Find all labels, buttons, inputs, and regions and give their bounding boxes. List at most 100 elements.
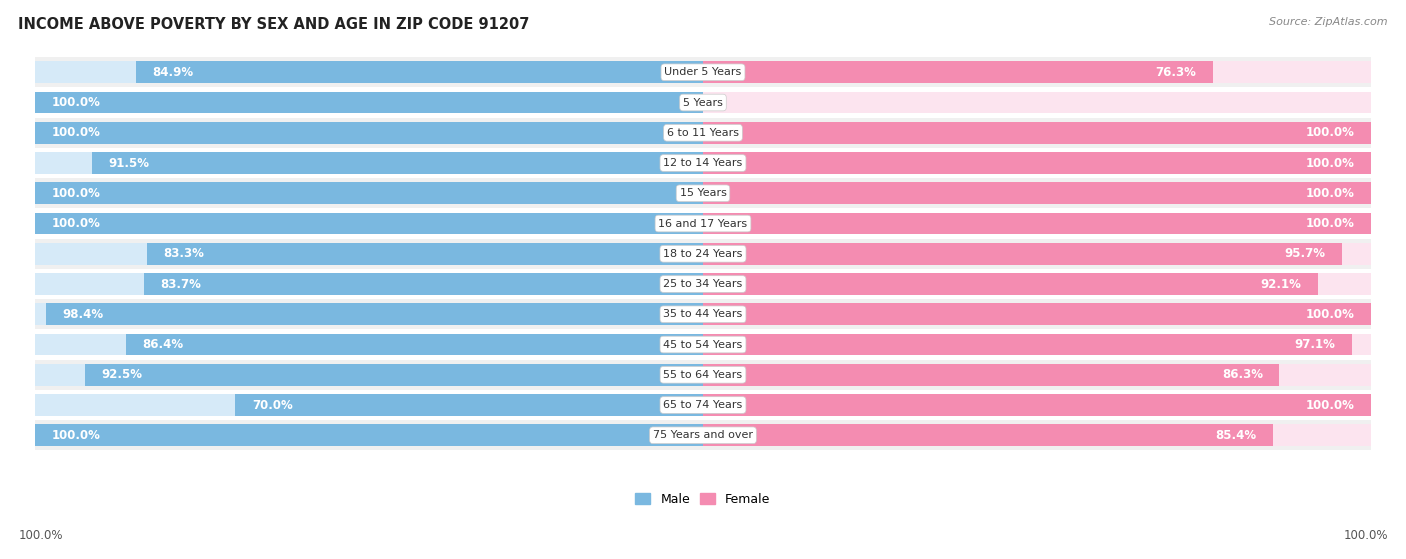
Text: 100.0%: 100.0% [52, 217, 101, 230]
Text: 65 to 74 Years: 65 to 74 Years [664, 400, 742, 410]
Text: 100.0%: 100.0% [52, 187, 101, 200]
Bar [35, 122, 703, 144]
Bar [35, 424, 703, 446]
Bar [703, 424, 1371, 446]
Bar [703, 122, 1371, 144]
Text: 100.0%: 100.0% [1305, 157, 1354, 169]
Bar [703, 152, 1371, 174]
Text: Source: ZipAtlas.com: Source: ZipAtlas.com [1270, 17, 1388, 27]
Text: 12 to 14 Years: 12 to 14 Years [664, 158, 742, 168]
Text: 16 and 17 Years: 16 and 17 Years [658, 219, 748, 229]
Text: 86.3%: 86.3% [1222, 368, 1263, 381]
Bar [35, 92, 703, 113]
Bar [35, 304, 703, 325]
Text: 76.3%: 76.3% [1156, 66, 1197, 79]
Bar [127, 334, 703, 356]
Bar [35, 394, 703, 416]
Text: 95.7%: 95.7% [1285, 247, 1326, 260]
Text: 100.0%: 100.0% [1305, 126, 1354, 139]
Bar [703, 273, 1319, 295]
Bar [35, 420, 1371, 451]
Bar [46, 304, 703, 325]
Bar [35, 87, 1371, 117]
Bar [35, 239, 1371, 269]
Bar [703, 394, 1371, 416]
Text: 35 to 44 Years: 35 to 44 Years [664, 309, 742, 319]
Text: 100.0%: 100.0% [1305, 399, 1354, 411]
Text: 18 to 24 Years: 18 to 24 Years [664, 249, 742, 259]
Bar [35, 148, 1371, 178]
Bar [703, 394, 1371, 416]
Bar [703, 273, 1371, 295]
Bar [35, 269, 1371, 299]
Bar [35, 334, 703, 356]
Bar [35, 152, 703, 174]
Bar [35, 182, 703, 204]
Text: 83.3%: 83.3% [163, 247, 204, 260]
Bar [703, 334, 1371, 356]
Text: 55 to 64 Years: 55 to 64 Years [664, 370, 742, 380]
Bar [146, 243, 703, 264]
Text: 100.0%: 100.0% [1305, 187, 1354, 200]
Text: 100.0%: 100.0% [1343, 529, 1388, 542]
Bar [35, 209, 1371, 239]
Text: 86.4%: 86.4% [142, 338, 184, 351]
Bar [235, 394, 703, 416]
Bar [35, 61, 703, 83]
Text: 92.1%: 92.1% [1261, 277, 1302, 291]
Bar [703, 92, 1371, 113]
Bar [86, 364, 703, 386]
Bar [35, 390, 1371, 420]
Text: 84.9%: 84.9% [153, 66, 194, 79]
Text: 91.5%: 91.5% [108, 157, 149, 169]
Bar [35, 329, 1371, 359]
Text: 100.0%: 100.0% [1305, 308, 1354, 321]
Bar [703, 364, 1279, 386]
Text: 98.4%: 98.4% [62, 308, 104, 321]
Text: 6 to 11 Years: 6 to 11 Years [666, 128, 740, 138]
Bar [35, 364, 703, 386]
Text: 100.0%: 100.0% [18, 529, 63, 542]
Bar [703, 304, 1371, 325]
Text: Under 5 Years: Under 5 Years [665, 67, 741, 77]
Text: 100.0%: 100.0% [52, 429, 101, 442]
Bar [703, 364, 1371, 386]
Bar [703, 61, 1371, 83]
Text: 5 Years: 5 Years [683, 97, 723, 107]
Bar [143, 273, 703, 295]
Legend: Male, Female: Male, Female [630, 488, 776, 511]
Bar [35, 178, 1371, 209]
Text: 25 to 34 Years: 25 to 34 Years [664, 279, 742, 289]
Text: 85.4%: 85.4% [1216, 429, 1257, 442]
Bar [35, 117, 1371, 148]
Bar [35, 299, 1371, 329]
Text: 100.0%: 100.0% [52, 126, 101, 139]
Bar [703, 424, 1274, 446]
Bar [703, 122, 1371, 144]
Text: 92.5%: 92.5% [101, 368, 143, 381]
Bar [703, 243, 1371, 264]
Text: 83.7%: 83.7% [160, 277, 201, 291]
Bar [703, 152, 1371, 174]
Bar [35, 243, 703, 264]
Bar [35, 92, 703, 113]
Text: 97.1%: 97.1% [1294, 338, 1334, 351]
Text: INCOME ABOVE POVERTY BY SEX AND AGE IN ZIP CODE 91207: INCOME ABOVE POVERTY BY SEX AND AGE IN Z… [18, 17, 530, 32]
Text: 100.0%: 100.0% [52, 96, 101, 109]
Bar [136, 61, 703, 83]
Bar [703, 212, 1371, 234]
Bar [703, 182, 1371, 204]
Bar [703, 61, 1212, 83]
Bar [35, 424, 703, 446]
Bar [703, 212, 1371, 234]
Text: 100.0%: 100.0% [1305, 217, 1354, 230]
Text: 45 to 54 Years: 45 to 54 Years [664, 339, 742, 349]
Text: 70.0%: 70.0% [252, 399, 292, 411]
Bar [35, 359, 1371, 390]
Text: 15 Years: 15 Years [679, 188, 727, 198]
Bar [35, 182, 703, 204]
Bar [35, 57, 1371, 87]
Bar [703, 243, 1343, 264]
Bar [703, 182, 1371, 204]
Bar [703, 304, 1371, 325]
